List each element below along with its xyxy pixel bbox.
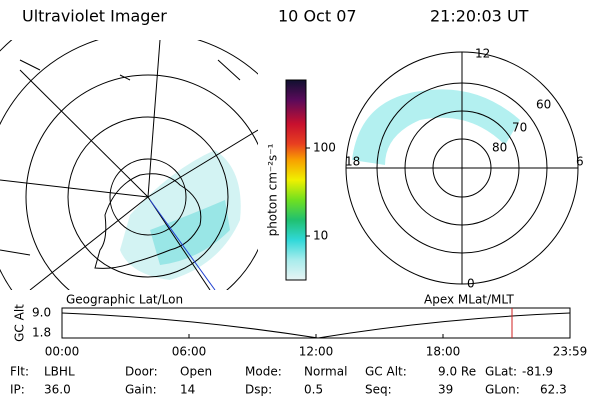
mlt-label: 0 [467, 277, 475, 291]
param-label: GLat: [485, 365, 517, 379]
mlt-label: 12 [475, 47, 490, 61]
lat-label: 80 [492, 141, 507, 155]
x-tick-label: 12:00 [299, 345, 334, 359]
title: Ultraviolet Imager [22, 7, 167, 26]
mlt-label: 6 [576, 155, 584, 169]
x-tick-label: 18:00 [426, 345, 461, 359]
y-tick-label: 9.0 [32, 306, 51, 320]
altitude-plot [61, 307, 571, 339]
param-label: Door: [125, 365, 158, 379]
param-value: 39 [438, 383, 453, 397]
param-value: -81.9 [522, 365, 553, 379]
colorbar [285, 79, 307, 281]
date: 10 Oct 07 [278, 7, 357, 26]
altitude-axis-label: GC Alt [13, 304, 27, 342]
time: 21:20:03 UT [430, 7, 529, 26]
lat-label: 70 [512, 121, 527, 135]
map-label: Geographic Lat/Lon [66, 293, 183, 307]
altitude-curve [61, 312, 571, 339]
param-value: 62.3 [540, 383, 567, 397]
param-value: 36.0 [44, 383, 71, 397]
colorbar-label: photon cm⁻²s⁻¹ [266, 143, 280, 236]
param-label: IP: [10, 383, 25, 397]
colorbar-tick-label: 10 [313, 229, 328, 243]
param-label: Mode: [245, 365, 282, 379]
colorbar-tick-label: 100 [313, 141, 336, 155]
param-label: Gain: [125, 383, 157, 397]
x-tick-label: 00:00 [45, 345, 80, 359]
polar-plot [345, 51, 579, 285]
param-value: Normal [304, 365, 347, 379]
param-value: Open [180, 365, 212, 379]
x-tick-label: 06:00 [172, 345, 207, 359]
param-label: Seq: [365, 383, 392, 397]
geo-map [0, 40, 258, 290]
param-value: 0.5 [304, 383, 323, 397]
param-value: LBHL [44, 365, 75, 379]
param-label: Flt: [10, 365, 29, 379]
param-value: 14 [180, 383, 195, 397]
mlt-label: 18 [345, 155, 360, 169]
y-tick-label: 1.8 [32, 326, 51, 340]
lat-label: 60 [536, 98, 551, 112]
polar-label: Apex MLat/MLT [424, 293, 514, 307]
param-value: 9.0 Re [438, 365, 476, 379]
param-label: GC Alt: [365, 365, 407, 379]
param-label: GLon: [485, 383, 520, 397]
param-label: Dsp: [245, 383, 272, 397]
x-tick-label: 23:59 [553, 345, 588, 359]
